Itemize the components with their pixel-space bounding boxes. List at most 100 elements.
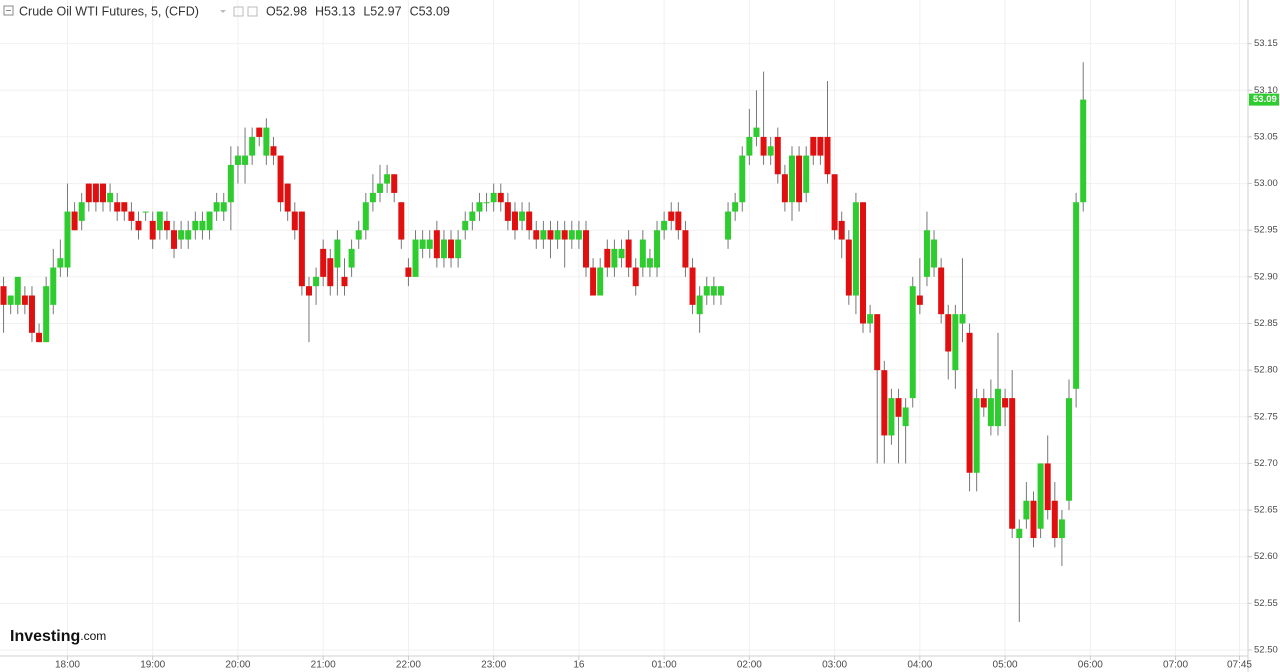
candle-body xyxy=(838,220,845,240)
candle-body xyxy=(632,267,639,287)
candle-body xyxy=(149,220,156,240)
candle-body xyxy=(923,230,930,277)
ohlc-value: 52.97 xyxy=(370,4,401,18)
candle-body xyxy=(1016,528,1023,539)
dropdown-icon[interactable] xyxy=(220,10,226,13)
candle-body xyxy=(852,202,859,296)
candle-body xyxy=(796,155,803,203)
candle-body xyxy=(1066,398,1073,501)
candle-body xyxy=(867,314,874,324)
candle-body xyxy=(639,239,646,268)
logo-suffix: .com xyxy=(80,629,106,643)
y-tick-label: 52.60 xyxy=(1254,551,1278,562)
candle-body xyxy=(249,136,256,156)
candle-body xyxy=(703,286,710,296)
x-tick-label: 03:00 xyxy=(822,660,847,671)
candle-body xyxy=(874,314,881,371)
candle-body xyxy=(767,146,774,156)
y-tick-label: 52.75 xyxy=(1254,411,1278,422)
candle-body xyxy=(831,174,838,231)
candle-body xyxy=(440,239,447,259)
candle-body xyxy=(675,211,682,231)
candle-body xyxy=(270,146,277,156)
close-icon[interactable] xyxy=(247,6,258,17)
x-tick-label: 19:00 xyxy=(140,660,165,671)
candle-body xyxy=(597,267,604,296)
candle-body xyxy=(305,286,312,296)
candle-body xyxy=(412,239,419,277)
candle-body xyxy=(725,211,732,240)
candle-body xyxy=(916,295,923,305)
candle-body xyxy=(355,230,362,240)
x-tick-label: 23:00 xyxy=(481,660,506,671)
candle-body xyxy=(931,239,938,268)
candle-body xyxy=(256,127,263,137)
candle-body xyxy=(1051,500,1058,539)
y-tick-label: 52.65 xyxy=(1254,505,1278,516)
candle-body xyxy=(519,211,526,221)
candle-body xyxy=(206,211,213,231)
candle-body xyxy=(284,183,291,212)
candle-body xyxy=(1009,398,1016,529)
x-tick-label: 21:00 xyxy=(311,660,336,671)
y-tick-label: 52.95 xyxy=(1254,225,1278,236)
candle-body xyxy=(973,398,980,473)
candle-body xyxy=(504,202,511,221)
candle-body xyxy=(810,136,817,156)
candle-body xyxy=(313,276,320,287)
candle-body xyxy=(298,211,305,287)
settings-icon[interactable] xyxy=(233,6,244,17)
candle-body xyxy=(1030,500,1037,539)
candle-body xyxy=(575,230,582,240)
candle-body xyxy=(533,230,540,240)
candle-body xyxy=(959,314,966,324)
candle-body xyxy=(327,258,334,287)
candle-body xyxy=(909,286,916,399)
logo-main: Investing xyxy=(10,628,80,645)
candle-body xyxy=(433,230,440,259)
ohlc-value: 52.98 xyxy=(276,4,307,18)
candle-body xyxy=(57,258,64,268)
y-tick-label: 53.00 xyxy=(1254,178,1278,189)
candle-body xyxy=(952,314,959,371)
collapse-icon[interactable] xyxy=(3,5,14,16)
candle-body xyxy=(1023,500,1030,520)
x-tick-label: 07:00 xyxy=(1163,660,1188,671)
candle-body xyxy=(824,136,831,175)
ohlc-label: C xyxy=(410,4,419,18)
candle-body xyxy=(803,155,810,193)
candle-body xyxy=(511,211,518,231)
candle-body xyxy=(547,230,554,240)
candle-body xyxy=(760,136,767,156)
candle-body xyxy=(881,370,888,436)
candle-body xyxy=(661,220,668,231)
y-tick-label: 53.05 xyxy=(1254,131,1278,142)
candle-body xyxy=(994,388,1001,427)
candle-body xyxy=(398,202,405,240)
candle-body xyxy=(156,211,163,231)
candle-body xyxy=(28,295,35,333)
candle-body xyxy=(980,398,987,408)
candle-body xyxy=(739,155,746,203)
candle-body xyxy=(92,183,99,203)
ohlc-value: 53.13 xyxy=(324,4,355,18)
x-tick-label: 04:00 xyxy=(907,660,932,671)
candle-body xyxy=(377,183,384,193)
x-tick-label: 22:00 xyxy=(396,660,421,671)
candle-body xyxy=(845,239,852,296)
candle-body xyxy=(654,230,661,268)
candle-body xyxy=(426,239,433,249)
candle-body xyxy=(945,314,952,352)
candle-body xyxy=(178,230,185,240)
candle-body xyxy=(682,230,689,268)
y-tick-label: 52.90 xyxy=(1254,271,1278,282)
candle-body xyxy=(220,202,227,212)
candle-body xyxy=(36,332,43,343)
candle-body xyxy=(462,220,469,231)
x-tick-label: 06:00 xyxy=(1078,660,1103,671)
candle-body xyxy=(1002,398,1009,408)
candle-body xyxy=(646,258,653,268)
candle-body xyxy=(469,211,476,221)
candle-body xyxy=(114,202,121,212)
